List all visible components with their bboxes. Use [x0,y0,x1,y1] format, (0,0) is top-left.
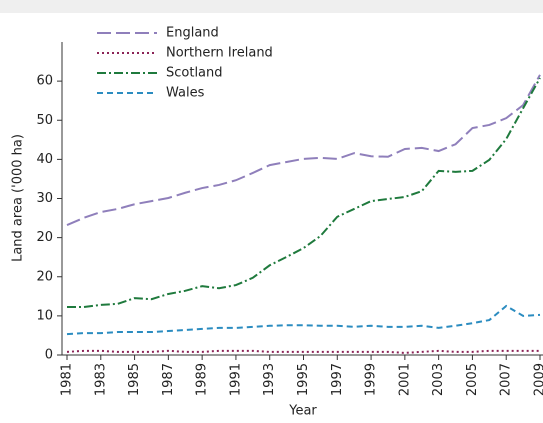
legend-label: Northern Ireland [166,46,273,61]
y-tick-label: 60 [36,74,53,89]
x-tick-label: 2001 [397,363,412,396]
x-tick-label: 1997 [330,363,345,396]
top-band [0,0,543,13]
x-tick-label: 1985 [127,363,142,396]
x-tick-label: 1999 [364,363,379,396]
series-line [67,77,541,309]
y-tick-label: 40 [36,152,53,167]
x-tick-label: 2003 [431,363,446,396]
x-tick-label: 1987 [161,363,176,396]
series-line [66,349,540,354]
y-tick-label: 30 [36,191,53,206]
y-tick-label: 20 [36,230,53,245]
x-tick-label: 2009 [533,363,543,396]
x-tick-label: 1991 [228,363,243,396]
x-tick-label: 2005 [465,363,480,396]
legend-label: Scotland [166,66,223,81]
x-axis-label: Year [288,404,317,419]
y-tick-label: 20 [36,269,53,284]
x-tick-label: 2007 [499,363,514,396]
x-tick-label: 1995 [296,363,311,396]
x-tick-label: 1989 [195,363,210,396]
series-line [66,74,541,227]
y-axis-label: Land area ('000 ha) [11,134,26,262]
x-tick-label: 1993 [262,363,277,396]
y-tick-label: 50 [36,113,53,128]
y-tick-label: 0 [45,348,53,363]
legend-label: England [166,26,219,41]
x-tick-label: 1983 [93,363,108,396]
legend-label: Wales [166,86,205,101]
series-line [66,304,541,336]
x-tick-label: 1981 [60,363,75,396]
y-tick-label: 10 [36,308,53,323]
